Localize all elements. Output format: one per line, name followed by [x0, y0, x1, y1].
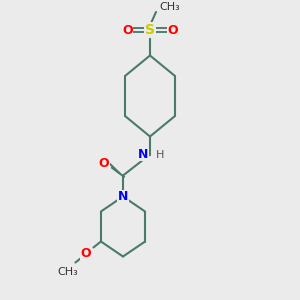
Text: S: S	[145, 23, 155, 37]
Text: CH₃: CH₃	[58, 267, 78, 277]
Text: H: H	[155, 149, 164, 160]
Text: O: O	[81, 247, 91, 260]
Text: O: O	[99, 157, 110, 170]
Text: N: N	[118, 190, 128, 203]
Text: N: N	[138, 148, 148, 161]
Text: O: O	[122, 23, 133, 37]
Text: CH₃: CH₃	[159, 2, 180, 13]
Text: O: O	[167, 23, 178, 37]
